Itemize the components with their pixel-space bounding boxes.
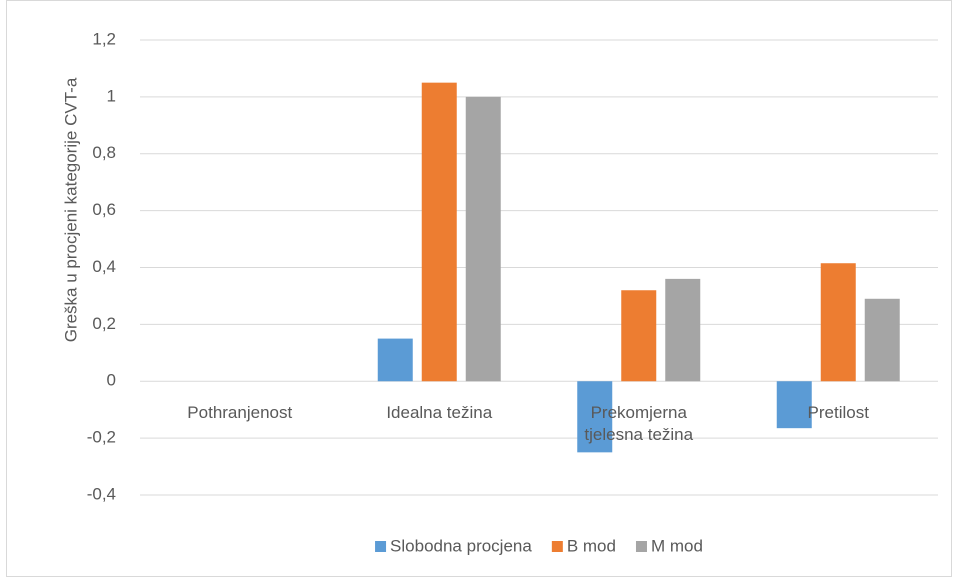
x-tick-label: Pretilost [807, 403, 869, 422]
y-tick-label: 0,2 [92, 314, 116, 333]
y-tick-label: -0,4 [87, 484, 116, 503]
bar [377, 338, 413, 382]
bar [421, 82, 457, 382]
bar [820, 263, 856, 382]
y-tick-label: 0,4 [92, 257, 116, 276]
y-tick-label: 0 [107, 371, 116, 390]
x-tick-label: Idealna težina [386, 403, 493, 422]
legend-label: Slobodna procjena [390, 536, 532, 555]
bar [665, 278, 701, 382]
bar [776, 381, 812, 429]
bar [465, 96, 501, 382]
legend-label: B mod [567, 536, 616, 555]
y-tick-label: 0,8 [92, 143, 116, 162]
y-tick-label: 1,2 [92, 29, 116, 48]
bar [864, 298, 900, 382]
y-tick-label: -0,2 [87, 428, 116, 447]
legend-swatch [375, 541, 387, 552]
x-tick-label: Pothranjenost [187, 403, 293, 422]
y-axis-label: Greška u procjeni kategorije CVT-a [61, 77, 80, 342]
y-tick-label: 0,6 [92, 200, 116, 219]
bar [621, 290, 657, 382]
legend-swatch [551, 541, 563, 552]
legend-swatch [635, 541, 647, 552]
y-tick-label: 1 [107, 86, 116, 105]
legend-label: M mod [651, 536, 703, 555]
x-tick-label: Prekomjerna tjelesna težina [584, 403, 694, 444]
bar [577, 381, 613, 453]
